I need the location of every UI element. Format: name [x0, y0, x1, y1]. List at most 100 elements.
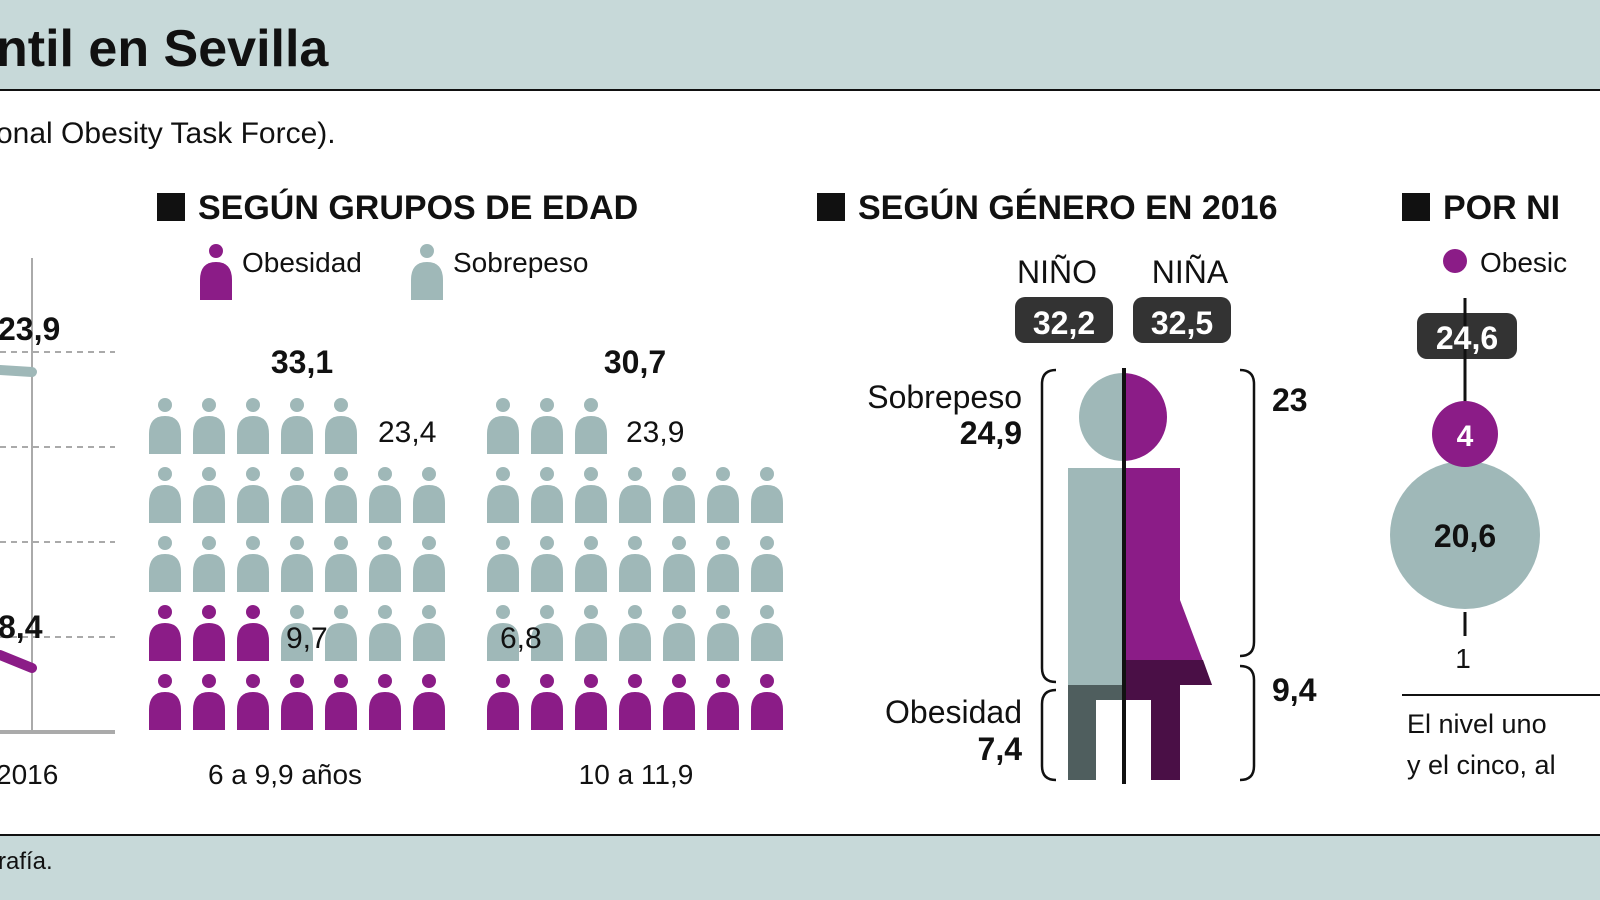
obesidad-icon: [149, 674, 181, 730]
obesidad-icon: [751, 674, 783, 730]
section-title-age: SEGÚN GRUPOS DE EDAD: [198, 189, 638, 227]
girl-sobrepeso-value: 23: [1272, 382, 1308, 418]
obesidad-icon: [487, 674, 519, 730]
footer-band: [0, 836, 1600, 900]
sobrepeso-icon: [707, 605, 739, 661]
girl-hips: [1123, 685, 1180, 700]
series-line-obesidad: [0, 650, 37, 673]
header-band: [0, 0, 1600, 90]
obesidad-bubble: [1432, 401, 1498, 467]
sobrepeso-label: Sobrepeso: [867, 379, 1022, 415]
sobrepeso-icon: [751, 467, 783, 523]
obesidad-label: Obesidad: [885, 694, 1022, 730]
sobrepeso-icon: [237, 398, 269, 454]
sobrepeso-bubble: [1390, 461, 1540, 609]
section-bullet-icon: [817, 193, 845, 221]
sobrepeso-icon: [575, 536, 607, 592]
sobrepeso-icon: [707, 536, 739, 592]
sobrepeso-icon: [325, 467, 357, 523]
girl-dress: [1123, 468, 1212, 685]
section-title-gender: SEGÚN GÉNERO EN 2016: [858, 189, 1277, 227]
sobrepeso-icon: [325, 605, 357, 661]
boy-total-badge: [1015, 297, 1113, 343]
page-subtitle: onal Obesity Task Force).: [0, 117, 336, 150]
girl-total: 32,5: [1151, 305, 1213, 341]
obesidad-icon: [237, 674, 269, 730]
sobrepeso-icon: [575, 605, 607, 661]
legend-dot-obesidad: [1443, 249, 1467, 273]
sobrepeso-icon: [149, 536, 181, 592]
bracket: [1239, 368, 1256, 658]
obesidad-bubble-value: 4: [1457, 420, 1474, 453]
source-text: rafía.: [0, 848, 53, 875]
icon-grid-group-1: [149, 398, 445, 730]
level-total: 24,6: [1436, 320, 1498, 356]
obesidad-icon: [707, 674, 739, 730]
sobrepeso-icon: [281, 398, 313, 454]
icon-grid-group-2: [487, 398, 783, 730]
person-icon: [200, 244, 232, 300]
sobrepeso-icon: [193, 398, 225, 454]
girl-leg: [1151, 700, 1180, 780]
boy-hips: [1068, 685, 1123, 700]
sobrepeso-icon: [531, 536, 563, 592]
boy-head: [1079, 373, 1123, 461]
sobrepeso-icon: [325, 398, 357, 454]
sobrepeso-icon: [149, 398, 181, 454]
sobrepeso-icon: [281, 467, 313, 523]
group-label: 10 a 11,9: [579, 759, 694, 790]
sobrepeso-icon: [193, 467, 225, 523]
obesidad-icon: [575, 674, 607, 730]
legend-item-sobrepeso: Sobrepeso: [411, 244, 588, 300]
sobrepeso-icon: [369, 605, 401, 661]
group-sobrepeso-value: 23,4: [378, 416, 436, 449]
age-groups-chart: SEGÚN GRUPOS DE EDAD Obesidad Sobrepeso …: [149, 189, 783, 790]
sobrepeso-icon: [531, 605, 563, 661]
legend-label: Sobrepeso: [453, 247, 588, 278]
sobrepeso-icon: [281, 536, 313, 592]
sobrepeso-bubble-value: 20,6: [1434, 518, 1496, 554]
level-chart: POR NI Obesic 24,6 4 20,6 1 El nivel uno…: [1390, 189, 1600, 780]
obesidad-icon: [413, 674, 445, 730]
data-label-sobrepeso: 23,9: [0, 311, 60, 347]
obesidad-icon: [281, 674, 313, 730]
sobrepeso-icon: [237, 467, 269, 523]
sobrepeso-person-icon: [411, 244, 443, 300]
girl-label: NIÑA: [1152, 254, 1229, 290]
obesidad-icon: [325, 674, 357, 730]
level-tick-label: 1: [1455, 643, 1471, 674]
obesidad-icon: [193, 674, 225, 730]
level-total-badge: [1417, 313, 1517, 359]
sobrepeso-icon: [413, 467, 445, 523]
section-bullet-icon: [1402, 193, 1430, 221]
sobrepeso-icon: [413, 536, 445, 592]
sobrepeso-icon: [663, 605, 695, 661]
sobrepeso-icon: [663, 536, 695, 592]
section-title-level: POR NI: [1443, 189, 1560, 227]
boy-leg: [1068, 700, 1096, 780]
obesidad-icon: [149, 605, 181, 661]
boy-sobrepeso-value: 24,9: [960, 415, 1022, 451]
note-line: El nivel uno: [1407, 709, 1547, 739]
sobrepeso-icon: [487, 398, 519, 454]
bracket: [1040, 368, 1057, 684]
x-tick-label: 2016: [0, 759, 58, 790]
boy-obesidad-value: 7,4: [978, 731, 1023, 767]
legend-item-obesidad: Obesidad: [200, 244, 362, 300]
sobrepeso-icon: [575, 467, 607, 523]
group-obesidad-value: 9,7: [286, 622, 328, 655]
sobrepeso-icon: [413, 605, 445, 661]
note-line: y el cinco, al: [1407, 750, 1556, 780]
gender-chart: SEGÚN GÉNERO EN 2016 NIÑO NIÑA 32,2 32,5…: [817, 189, 1317, 784]
obesidad-icon: [369, 674, 401, 730]
obesidad-icon: [237, 605, 269, 661]
sobrepeso-icon: [751, 605, 783, 661]
section-bullet-icon: [157, 193, 185, 221]
group-obesidad-value: 6,8: [500, 622, 542, 655]
girl-total-badge: [1133, 297, 1231, 343]
group-total: 33,1: [271, 344, 333, 380]
line-chart: 23,9 8,4 2016: [0, 258, 115, 790]
sobrepeso-icon: [281, 605, 313, 661]
boy-total: 32,2: [1033, 305, 1095, 341]
sobrepeso-icon: [531, 398, 563, 454]
